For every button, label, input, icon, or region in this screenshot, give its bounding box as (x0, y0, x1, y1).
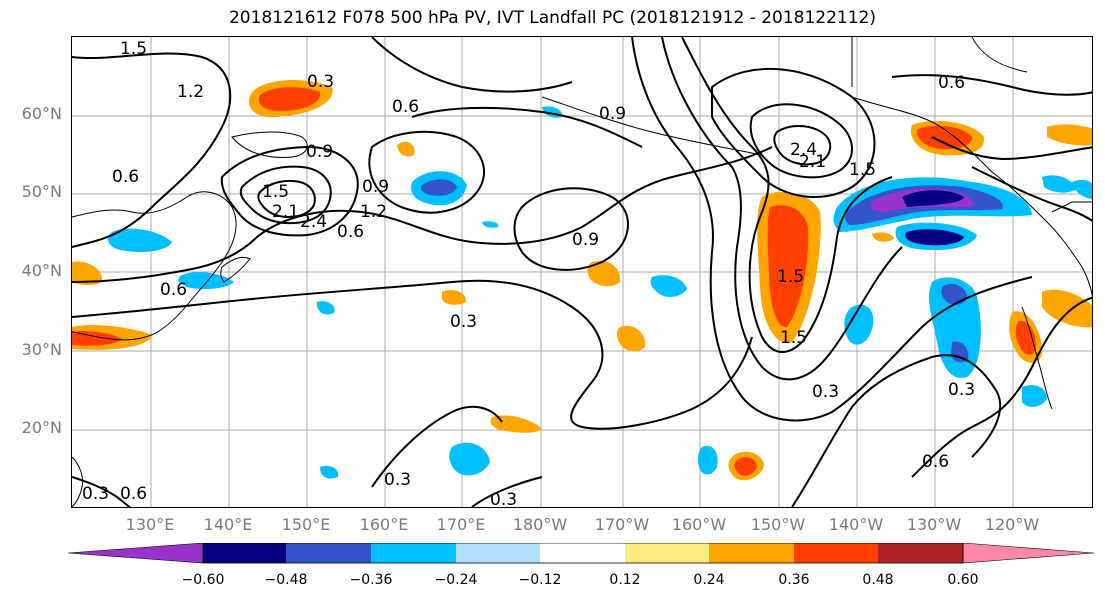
colorbar-tick: −0.36 (349, 572, 393, 588)
colorbar-segment (540, 543, 625, 563)
negative-anomaly-fills (107, 106, 1092, 479)
coastlines (72, 37, 1092, 507)
lon-label: 140°W (828, 515, 884, 534)
colorbar-tick: −0.12 (518, 572, 562, 588)
contour-label: 1.5 (777, 267, 804, 287)
colorbar-tick: 0.48 (862, 572, 894, 588)
contour-label: 0.3 (384, 470, 411, 490)
contour-label: 1.2 (360, 202, 387, 222)
colorbar-segment (286, 543, 371, 563)
contour-label: 0.6 (120, 484, 147, 504)
lat-label: 30°N (21, 340, 62, 359)
contour-label: 2.1 (799, 152, 826, 172)
contour-label: 0.3 (307, 72, 334, 92)
contour-label: 0.3 (948, 380, 975, 400)
contour-label: 0.3 (82, 484, 109, 504)
lon-label: 180°W (512, 515, 568, 534)
colorbar-tick: 0.12 (609, 572, 641, 588)
contour-label: 1.5 (120, 39, 147, 59)
lon-label: 130°E (125, 515, 175, 534)
lon-label: 160°W (671, 515, 727, 534)
lon-label: 160°E (359, 515, 409, 534)
colorbar-segment (709, 543, 794, 563)
colorbar-tick: −0.24 (434, 572, 478, 588)
contour-label: 0.6 (922, 452, 949, 472)
lon-label: 150°W (750, 515, 806, 534)
colorbar-tick: 0.36 (778, 572, 810, 588)
colorbar-tick: −0.60 (181, 572, 225, 588)
colorbar-segment (962, 543, 1095, 564)
colorbar-segment (794, 543, 878, 563)
lon-label: 170°E (436, 515, 486, 534)
colorbar-segment (203, 543, 286, 563)
lat-label: 60°N (21, 104, 62, 123)
colorbar-segment (371, 543, 456, 563)
lon-label: 130°W (906, 515, 962, 534)
contour-label: 0.6 (160, 280, 187, 300)
colorbar-segment (878, 543, 963, 563)
colorbar-segment (68, 543, 204, 564)
colorbar-tick: 0.24 (693, 572, 725, 588)
lat-label: 20°N (21, 418, 62, 437)
colorbar-segment (456, 543, 540, 563)
contour-label: 0.9 (599, 104, 626, 124)
colorbar-tick: −0.48 (264, 572, 308, 588)
contour-label: 2.4 (790, 140, 817, 160)
contour-label: 0.3 (490, 490, 517, 508)
colorbar-segment (625, 543, 709, 563)
contour-label: 1.5 (780, 328, 807, 348)
gridlines (72, 37, 1092, 507)
contour-label: 1.2 (177, 82, 204, 102)
contour-label: 0.6 (112, 167, 139, 187)
contour-label: 2.1 (272, 202, 299, 222)
lat-label: 40°N (21, 261, 62, 280)
contour-label: 1.5 (262, 182, 289, 202)
lat-label: 50°N (21, 182, 62, 201)
lon-label: 170°W (594, 515, 650, 534)
contour-label: 0.9 (572, 230, 599, 250)
colorbar-tick: 0.60 (947, 572, 979, 588)
map-plot-area: 1.5 1.2 0.6 0.3 0.6 0.9 0.6 0.9 2.1 2.4 … (71, 36, 1093, 508)
contour-label: 0.6 (938, 73, 965, 93)
map-svg: 1.5 1.2 0.6 0.3 0.6 0.9 0.6 0.9 2.1 2.4 … (72, 37, 1092, 508)
contour-label: 0.9 (362, 177, 389, 197)
contour-labels: 1.5 1.2 0.6 0.3 0.6 0.9 0.6 0.9 2.1 2.4 … (82, 39, 975, 508)
lon-label: 120°W (984, 515, 1040, 534)
contour-label: 1.5 (849, 160, 876, 180)
map-title: 2018121612 F078 500 hPa PV, IVT Landfall… (228, 8, 876, 28)
lon-label: 150°E (281, 515, 331, 534)
contour-label: 0.3 (812, 382, 839, 402)
contour-label: 0.6 (337, 222, 364, 242)
contour-label: 0.3 (450, 312, 477, 332)
positive-anomaly-fills (72, 80, 1092, 481)
contour-label: 0.9 (306, 142, 333, 162)
contour-label: 0.6 (392, 97, 419, 117)
lon-label: 140°E (203, 515, 253, 534)
colorbar (68, 543, 1095, 564)
contour-label: 2.4 (300, 212, 327, 232)
